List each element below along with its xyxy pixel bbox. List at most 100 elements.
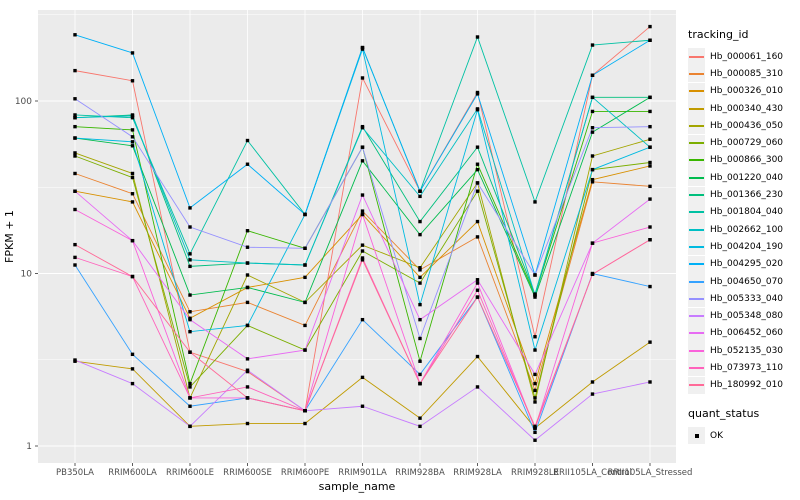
data-point (475, 295, 480, 299)
data-point (648, 109, 652, 114)
data-point (533, 424, 537, 429)
data-point (303, 212, 307, 217)
legend-label: Hb_180992_010 (710, 380, 784, 391)
data-point (418, 336, 422, 341)
data-point (590, 392, 595, 396)
data-point (418, 232, 422, 237)
data-point (648, 160, 652, 165)
data-point (590, 167, 595, 172)
data-point (188, 258, 192, 262)
data-point (130, 135, 135, 139)
data-point (245, 162, 250, 166)
data-point (188, 329, 192, 334)
data-point (245, 273, 250, 277)
legend-key-line-icon (688, 255, 705, 273)
series-color-line (689, 280, 704, 283)
x-tick-labels: PB350LA RRIM600LA RRIM600LE RRIM600SE RRIM60… (56, 468, 692, 478)
legend-key-line-icon (688, 203, 705, 221)
data-point (648, 238, 652, 242)
data-point (418, 359, 422, 363)
data-point (533, 200, 537, 204)
axis-ticks (35, 100, 651, 466)
data-point (73, 151, 77, 155)
data-point (245, 138, 250, 143)
data-point (418, 381, 422, 386)
legend-label: Hb_000061_160 (710, 51, 784, 62)
data-point (245, 229, 250, 233)
data-point (418, 266, 422, 270)
series-color-line (689, 159, 704, 162)
legend-label: Hb_001220_040 (710, 172, 784, 183)
legend-label: Hb_004650_070 (710, 276, 784, 287)
data-point (475, 181, 480, 185)
data-point (475, 354, 480, 359)
data-point (303, 246, 307, 250)
data-point (303, 421, 307, 426)
series-color-line (689, 263, 704, 266)
data-point (533, 372, 537, 377)
data-point (648, 225, 652, 229)
legend-item-Hb_000085_310: Hb_000085_310 (688, 65, 798, 83)
black-square-icon (694, 433, 699, 438)
series-color-line (689, 211, 704, 214)
legend-item-Hb_004204_190: Hb_004204_190 (688, 238, 798, 256)
data-points (73, 24, 652, 442)
data-point (360, 243, 365, 247)
x-tick-label: RRII105LA_Control (553, 468, 632, 478)
x-tick-label: RRIM600SE (223, 468, 272, 478)
data-point (303, 409, 307, 413)
data-point (188, 252, 192, 256)
series-color-line (689, 124, 704, 127)
data-point (245, 368, 250, 372)
legend-label: Hb_006452_060 (710, 328, 784, 339)
data-point (188, 381, 192, 386)
legend-label: Hb_000436_050 (710, 120, 784, 131)
data-point (245, 385, 250, 389)
data-point (418, 302, 422, 307)
data-point (590, 130, 595, 134)
data-point (188, 317, 192, 322)
legend-key-line-icon (688, 376, 705, 394)
data-point (73, 263, 77, 267)
legend-label: Hb_000340_430 (710, 103, 784, 114)
legend-key-line-icon (688, 48, 705, 66)
legend-label: Hb_005333_040 (710, 293, 784, 304)
data-point (590, 180, 595, 184)
legend-item-Hb_000729_060: Hb_000729_060 (688, 134, 798, 152)
data-point (73, 154, 77, 158)
data-point (418, 424, 422, 429)
legend-label: Hb_004204_190 (710, 241, 784, 252)
series-color-line (689, 142, 704, 145)
data-point (303, 263, 307, 267)
data-point (590, 126, 595, 130)
x-axis-title: sample_name (319, 480, 396, 493)
data-point (533, 388, 537, 393)
data-point (418, 275, 422, 280)
data-point (73, 33, 77, 37)
y-tick-label: 100 (15, 97, 32, 107)
legend-key-line-icon (688, 117, 705, 135)
data-point (418, 416, 422, 420)
data-point (533, 293, 537, 297)
data-point (418, 372, 422, 377)
data-point (73, 124, 77, 129)
legend: tracking_id Hb_000061_160 Hb_000085_310 Hb… (688, 28, 798, 445)
data-point (590, 154, 595, 158)
data-point (590, 272, 595, 276)
legend-title-tracking-id: tracking_id (688, 28, 749, 41)
data-point (648, 164, 652, 168)
data-point (648, 197, 652, 201)
data-point (360, 404, 365, 408)
data-point (590, 95, 595, 100)
data-point (130, 128, 135, 132)
data-point (360, 317, 365, 322)
data-point (130, 171, 135, 176)
x-tick-label: RRII105LA_Stressed (608, 468, 693, 478)
legend-label: Hb_000326_010 (710, 86, 784, 97)
x-tick-label: RRIM928LE (511, 468, 559, 478)
data-point (188, 264, 192, 269)
legend-key-line-icon (688, 65, 705, 83)
y-tick-labels: 1 10 100 (15, 97, 32, 452)
legend-item-Hb_000326_010: Hb_000326_010 (688, 82, 798, 100)
data-point (188, 424, 192, 429)
